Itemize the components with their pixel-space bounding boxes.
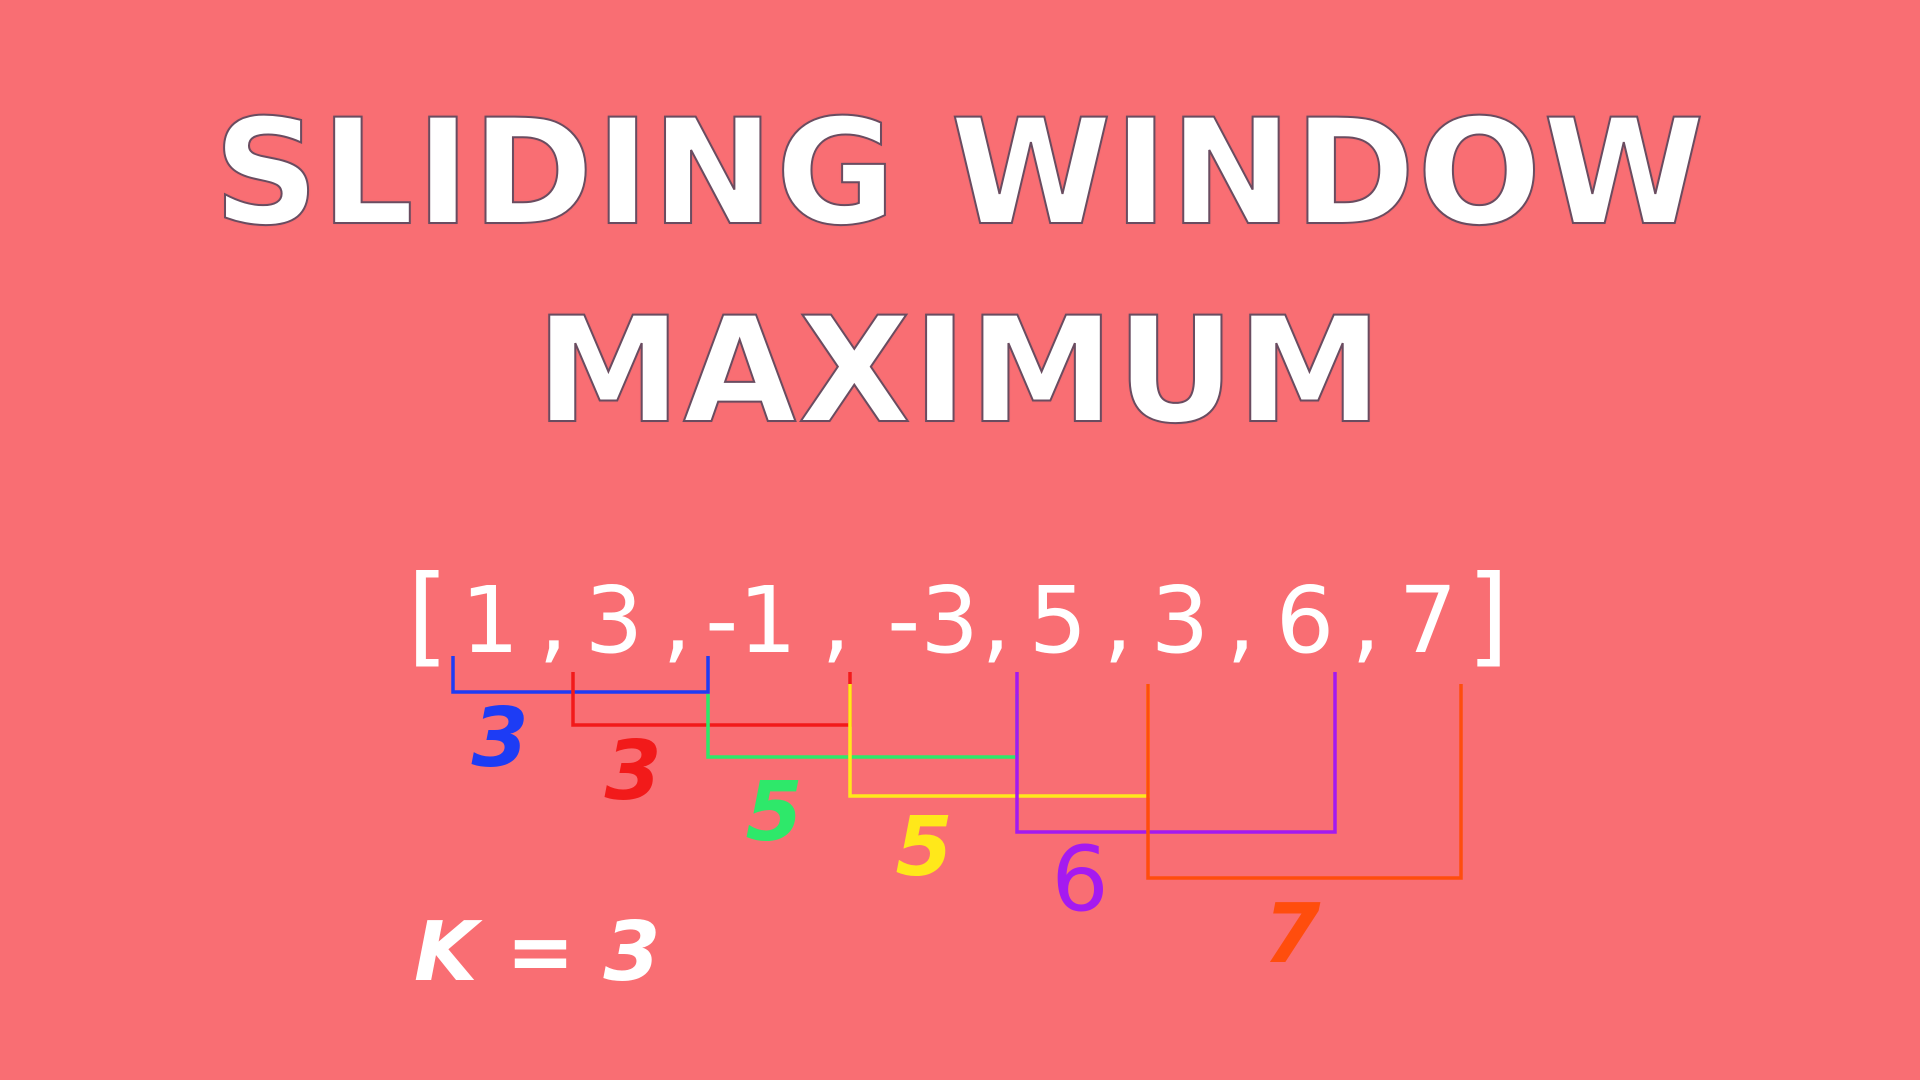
array-value-3: -3 <box>887 567 979 674</box>
window-max-2: 5 <box>745 765 802 860</box>
array-separator-3: , <box>981 567 1010 674</box>
array-separator-1: , <box>662 567 691 674</box>
array-value-0: 1 <box>461 567 520 674</box>
title-line-1: SLIDING WINDOW <box>213 88 1707 258</box>
array-separator-5: , <box>1226 567 1255 674</box>
array-value-4: 5 <box>1029 567 1088 674</box>
array-value-7: 7 <box>1399 567 1458 674</box>
array-separator-6: , <box>1351 567 1380 674</box>
window-max-3: 5 <box>895 800 952 895</box>
window-max-labels: 3 3 5 5 67 <box>471 691 1320 982</box>
array-close-bracket: ] <box>1467 553 1509 678</box>
window-max-0: 3 <box>471 691 528 786</box>
window-max-5: 7 <box>1263 887 1320 982</box>
window-bracket-4 <box>1015 672 1337 834</box>
array-separator-0: , <box>538 567 567 674</box>
array-value-2: -1 <box>705 567 797 674</box>
array-layer: []1 3 -1 -3 5 3 6 7,,,,,,, <box>407 553 1509 678</box>
window-bracket-3 <box>848 684 1150 798</box>
window-bracket-5 <box>1146 684 1463 880</box>
array-value-1: 3 <box>585 567 644 674</box>
array-open-bracket: [ <box>407 553 449 678</box>
array-separator-4: , <box>1103 567 1132 674</box>
window-bracket-1 <box>571 672 852 727</box>
window-bracket-0 <box>451 656 710 694</box>
array-value-5: 3 <box>1151 567 1210 674</box>
window-max-4: 6 <box>1051 827 1108 932</box>
window-brackets <box>451 656 1463 880</box>
k-label: K = 3 <box>414 905 661 1000</box>
array-separator-2: , <box>821 567 850 674</box>
array-value-6: 6 <box>1276 567 1335 674</box>
title-line-2: MAXIMUM <box>535 286 1385 456</box>
window-max-1: 3 <box>604 724 661 819</box>
